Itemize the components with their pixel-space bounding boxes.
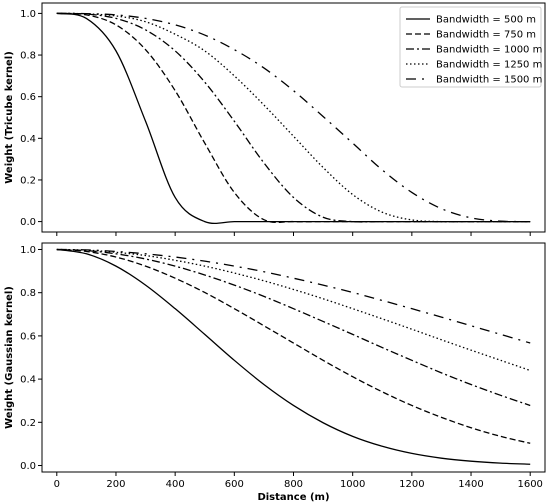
legend-label-1: Bandwidth = 500 m <box>436 15 536 26</box>
bottom-series-line-4 <box>56 248 531 372</box>
legend-label-2: Bandwidth = 750 m <box>436 30 536 41</box>
top-series-line-4 <box>56 12 531 223</box>
bottom-x-tick-label: 0 <box>54 479 60 490</box>
top-y-axis-title: Weight (Tricube kernel) <box>4 51 15 184</box>
bottom-series-line-2 <box>56 248 531 444</box>
bottom-series-line-3 <box>56 248 531 407</box>
bottom-x-tick-label: 400 <box>166 479 185 490</box>
bottom-series-line-1 <box>56 248 531 465</box>
top-y-tick-label: 0.6 <box>20 92 36 103</box>
bottom-x-tick-label: 600 <box>225 479 244 490</box>
bottom-x-tick-label: 1400 <box>458 479 483 490</box>
top-y-tick-label: 0.0 <box>20 217 36 228</box>
legend-label-3: Bandwidth = 1000 m <box>436 45 542 56</box>
top-series-line-5 <box>56 12 531 223</box>
legend-label-4: Bandwidth = 1250 m <box>436 60 542 71</box>
legend-label-5: Bandwidth = 1500 m <box>436 75 542 86</box>
bottom-y-tick-label: 0.2 <box>20 418 36 429</box>
bottom-y-tick-label: 0.0 <box>20 461 36 472</box>
bottom-axes-frame <box>41 242 546 473</box>
bottom-x-tick-label: 200 <box>106 479 125 490</box>
bottom-x-tick-label: 1200 <box>399 479 424 490</box>
top-y-tick-label: 0.8 <box>20 51 36 62</box>
top-y-tick-label: 0.4 <box>20 134 36 145</box>
top-y-tick-label: 0.2 <box>20 175 36 186</box>
bottom-y-tick-label: 0.4 <box>20 375 36 386</box>
top-y-tick-label: 1.0 <box>20 9 36 20</box>
bottom-x-tick-label: 800 <box>284 479 303 490</box>
bottom-x-axis-title: Distance (m) <box>257 492 329 502</box>
bottom-x-tick-label: 1000 <box>340 479 365 490</box>
bottom-y-tick-label: 0.6 <box>20 331 36 342</box>
legend-box <box>399 6 542 88</box>
bottom-y-tick-label: 1.0 <box>20 245 36 256</box>
bottom-x-tick-label: 1600 <box>517 479 542 490</box>
bottom-y-axis-title: Weight (Gaussian kernel) <box>4 286 15 429</box>
top-series-line-3 <box>56 12 531 223</box>
bottom-series-line-5 <box>56 248 531 344</box>
bottom-y-tick-label: 0.8 <box>20 288 36 299</box>
